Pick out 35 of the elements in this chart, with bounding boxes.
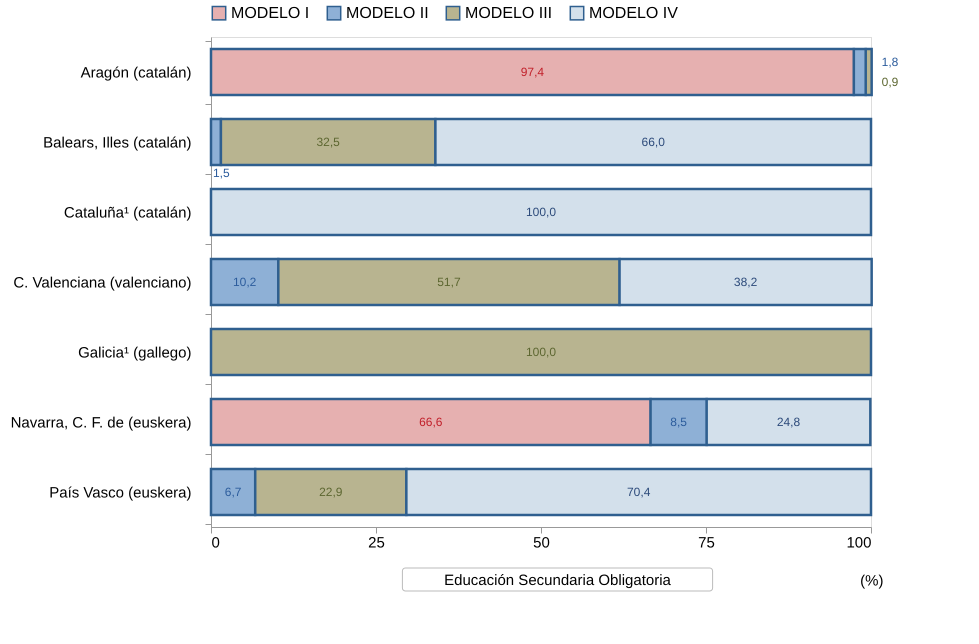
- data-label: 32,5: [316, 135, 340, 149]
- data-label: 38,2: [734, 275, 758, 289]
- y-tick-label: Navarra, C. F. de (euskera): [10, 414, 192, 432]
- x-tick-label: 100: [846, 534, 872, 552]
- data-label: 1,8: [882, 55, 899, 69]
- data-label: 66,6: [419, 415, 443, 429]
- data-label: 70,4: [627, 485, 651, 499]
- data-label: 6,7: [224, 485, 242, 499]
- y-tick-label: C. Valenciana (valenciano): [13, 274, 192, 292]
- x-tick-label: 0: [212, 534, 220, 552]
- x-axis-title: (%): [860, 572, 884, 590]
- text: Educación Secundaria Obligatoria: [444, 572, 672, 589]
- data-label: 22,9: [319, 485, 343, 499]
- data-label: 100,0: [526, 205, 556, 219]
- x-tick-label: 25: [368, 534, 385, 552]
- data-label: 1,5: [212, 166, 230, 180]
- x-tick-label: 50: [533, 534, 550, 552]
- data-label: 10,2: [232, 275, 257, 289]
- y-tick-label: Cataluña¹ (catalán): [64, 204, 192, 222]
- y-tick-label: Galicia¹ (gallego): [78, 344, 192, 362]
- legend-label: MODELO II: [346, 5, 429, 22]
- y-tick-label: Balears, Illes (catalán): [43, 134, 192, 152]
- data-label: 100,0: [526, 345, 556, 359]
- y-tick-label: Aragón (catalán): [80, 64, 192, 82]
- legend-label: MODELO IV: [589, 5, 678, 22]
- legend-label: MODELO III: [465, 5, 552, 22]
- data-label: 24,8: [776, 415, 800, 429]
- data-label: 51,7: [437, 275, 461, 289]
- y-tick-label: País Vasco (euskera): [49, 484, 192, 502]
- legend-label: MODELO I: [231, 5, 310, 22]
- data-label: 66,0: [642, 135, 666, 149]
- x-tick-label: 75: [698, 534, 715, 552]
- data-label: 97,4: [520, 65, 544, 79]
- data-label: 0,9: [882, 75, 899, 89]
- data-label: 8,5: [670, 415, 688, 429]
